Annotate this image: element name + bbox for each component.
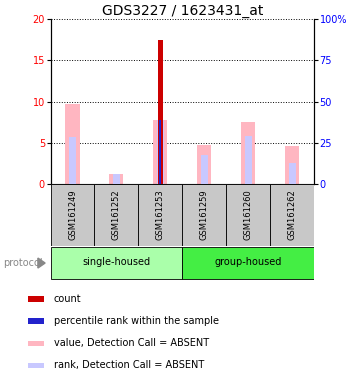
Text: GSM161253: GSM161253	[156, 190, 165, 240]
Text: GSM161252: GSM161252	[112, 190, 121, 240]
Bar	[69, 137, 76, 184]
Bar	[65, 104, 79, 184]
Bar	[226, 184, 270, 246]
Text: GSM161262: GSM161262	[288, 190, 297, 240]
Polygon shape	[38, 258, 45, 268]
Bar	[288, 163, 296, 184]
Bar	[28, 341, 44, 346]
Bar	[95, 184, 138, 246]
Text: value, Detection Call = ABSENT: value, Detection Call = ABSENT	[54, 338, 209, 348]
Bar	[245, 136, 252, 184]
Bar	[28, 318, 44, 324]
Bar	[28, 296, 44, 302]
Title: GDS3227 / 1623431_at: GDS3227 / 1623431_at	[101, 4, 263, 18]
Text: rank, Detection Call = ABSENT: rank, Detection Call = ABSENT	[54, 360, 204, 370]
Text: GSM161259: GSM161259	[200, 190, 209, 240]
Bar	[270, 184, 314, 246]
Bar	[51, 248, 182, 279]
Text: protocol: protocol	[4, 258, 43, 268]
Bar	[159, 120, 161, 184]
Bar	[28, 362, 44, 368]
Bar	[182, 248, 314, 279]
Bar	[51, 184, 95, 246]
Text: single-housed: single-housed	[82, 257, 151, 267]
Bar	[109, 174, 123, 184]
Bar	[157, 120, 164, 184]
Bar	[241, 122, 255, 184]
Bar	[158, 40, 162, 184]
Bar	[113, 174, 120, 184]
Text: GSM161249: GSM161249	[68, 190, 77, 240]
Text: percentile rank within the sample: percentile rank within the sample	[54, 316, 219, 326]
Bar	[197, 145, 211, 184]
Bar	[153, 120, 168, 184]
Bar	[138, 184, 182, 246]
Bar	[285, 146, 299, 184]
Bar	[201, 155, 208, 184]
Text: group-housed: group-housed	[214, 257, 282, 267]
Text: GSM161260: GSM161260	[244, 190, 253, 240]
Bar	[182, 184, 226, 246]
Text: count: count	[54, 294, 82, 304]
